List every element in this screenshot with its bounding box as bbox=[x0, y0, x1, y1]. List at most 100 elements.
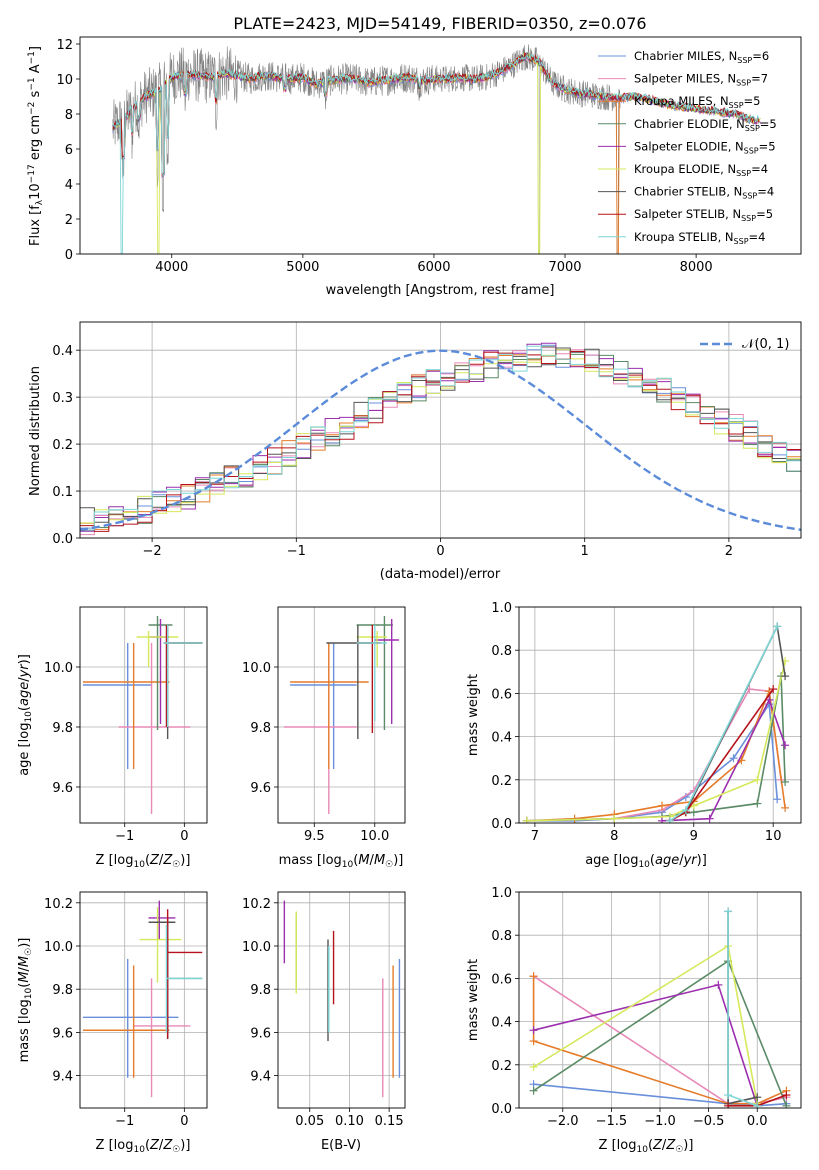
axes-frame bbox=[277, 891, 406, 1109]
y-tick-label: 10.0 bbox=[44, 940, 73, 955]
plot-contents bbox=[522, 622, 790, 823]
mass-vs-metallicity-xlabel: Z [log10(Z/Z☉)] bbox=[96, 1138, 191, 1155]
residual-ylabel: Normed distribution bbox=[28, 366, 43, 496]
axes-frame bbox=[277, 606, 406, 824]
spectrum-axes: 4000 5000 6000 7000 8000 0 2 4 6 8 10 12 bbox=[56, 36, 802, 275]
plot-contents bbox=[82, 900, 203, 1098]
weight-vs-metallicity-axes: −2.0 −1.5 −1.0 −0.5 0.0 0.0 0.2 0.4 0.6 0.8 1.0 bbox=[491, 886, 802, 1129]
age-vs-metallicity-axes: −1 0 9.6 9.8 10.0 bbox=[44, 606, 208, 844]
legend-label: Chabrier MILES, NSSP=6 bbox=[634, 49, 769, 65]
weight-line bbox=[526, 660, 786, 822]
y-tick-label: 0.2 bbox=[491, 774, 512, 789]
y-tick-label: 0.8 bbox=[491, 929, 512, 944]
y-tick-label: 10.0 bbox=[242, 661, 271, 676]
x-tick-label: 0.05 bbox=[295, 1114, 324, 1129]
axes-frame bbox=[518, 606, 802, 824]
y-tick-label: 0.1 bbox=[52, 485, 73, 500]
y-tick-label: 0.2 bbox=[52, 438, 73, 453]
x-tick-label: −2 bbox=[143, 544, 162, 559]
y-tick-label: 10.0 bbox=[44, 661, 73, 676]
y-tick-label: 1.0 bbox=[491, 886, 512, 901]
legend-label: Salpeter STELIB, NSSP=5 bbox=[634, 207, 773, 223]
x-tick-label: 0.15 bbox=[375, 1114, 404, 1129]
y-tick-label: 9.6 bbox=[250, 1026, 271, 1041]
x-tick-label: −2.0 bbox=[547, 1114, 579, 1129]
residual-histogram bbox=[80, 345, 801, 531]
plot-area bbox=[278, 892, 405, 1108]
legend-label: Kroupa ELODIE, NSSP=4 bbox=[634, 162, 768, 178]
x-tick-label: 7 bbox=[531, 829, 539, 844]
axes-frame bbox=[79, 36, 802, 255]
x-tick-label: 5000 bbox=[286, 260, 319, 275]
x-tick-label: 10 bbox=[765, 829, 782, 844]
y-tick-label: 0.0 bbox=[491, 817, 512, 832]
residual-axes: −2 −1 0 1 2 0.0 0.1 0.2 0.3 0.4 𝒩(0, 1) bbox=[52, 321, 802, 559]
age-vs-mass-axes: 9.5 10.0 9.6 9.8 10.0 bbox=[242, 606, 406, 844]
mass-vs-ebv-xlabel: E(B-V) bbox=[321, 1138, 361, 1153]
y-tick-label: 0.0 bbox=[491, 1102, 512, 1117]
legend-label: 𝒩(0, 1) bbox=[742, 337, 789, 352]
plot-area bbox=[519, 607, 801, 823]
spectrum-ylabel: Flux [fλ10−17 erg cm−2 s−1 A−1] bbox=[27, 46, 45, 246]
plot-contents bbox=[82, 616, 203, 814]
legend-label: Chabrier STELIB, NSSP=4 bbox=[634, 185, 774, 201]
axes-frame bbox=[79, 321, 802, 539]
spectrum-xlabel: wavelength [Angstrom, rest frame] bbox=[326, 283, 555, 298]
x-tick-label: 8000 bbox=[680, 260, 713, 275]
axes-frame bbox=[79, 891, 208, 1109]
x-tick-label: 0 bbox=[180, 829, 188, 844]
weight-vs-age-xlabel: age [log10(age/yr)] bbox=[585, 853, 707, 870]
x-tick-label: −0.5 bbox=[693, 1114, 725, 1129]
plot-area bbox=[80, 607, 207, 823]
mass-vs-metallicity-ylabel: mass [log10(M/M☉)] bbox=[17, 938, 34, 1063]
y-tick-label: 0.6 bbox=[491, 687, 512, 702]
y-tick-label: 0.3 bbox=[52, 391, 73, 406]
weight-vs-metallicity-ylabel: mass weight bbox=[466, 959, 481, 1041]
y-tick-label: 9.6 bbox=[250, 781, 271, 796]
axes-frame bbox=[79, 606, 208, 824]
x-tick-label: −1 bbox=[287, 544, 306, 559]
y-tick-label: 0.4 bbox=[491, 731, 512, 746]
y-tick-label: 0.6 bbox=[491, 972, 512, 987]
age-vs-mass-xlabel: mass [log10(M/M☉)] bbox=[279, 853, 404, 870]
y-tick-label: 9.6 bbox=[52, 781, 73, 796]
legend-label: Salpeter MILES, NSSP=7 bbox=[634, 72, 768, 88]
x-tick-label: 0 bbox=[180, 1114, 188, 1129]
y-tick-label: 0 bbox=[65, 248, 73, 263]
x-tick-label: −1 bbox=[115, 829, 134, 844]
y-tick-label: 10.0 bbox=[242, 940, 271, 955]
x-tick-label: 9 bbox=[690, 829, 698, 844]
normal-distribution-curve bbox=[80, 349, 801, 531]
x-tick-label: −1.5 bbox=[596, 1114, 628, 1129]
y-tick-label: 4 bbox=[65, 178, 73, 193]
mass-vs-metallicity-axes: −1 0 9.4 9.6 9.8 10.0 10.2 bbox=[44, 891, 208, 1129]
y-tick-label: 2 bbox=[65, 213, 73, 228]
x-tick-label: 7000 bbox=[548, 260, 581, 275]
x-tick-label: 0 bbox=[436, 544, 444, 559]
y-tick-label: 9.8 bbox=[250, 721, 271, 736]
x-tick-label: 8 bbox=[610, 829, 618, 844]
y-tick-label: 10.2 bbox=[242, 897, 271, 912]
plot-area bbox=[80, 892, 207, 1108]
y-tick-label: 0.2 bbox=[491, 1059, 512, 1074]
x-tick-label: 4000 bbox=[155, 260, 188, 275]
y-tick-label: 9.8 bbox=[52, 983, 73, 998]
y-tick-label: 9.8 bbox=[250, 983, 271, 998]
legend-label: Salpeter ELODIE, NSSP=5 bbox=[634, 139, 776, 155]
y-tick-label: 0.8 bbox=[491, 644, 512, 659]
x-tick-label: 2 bbox=[725, 544, 733, 559]
y-tick-label: 10 bbox=[56, 73, 73, 88]
axes-frame bbox=[518, 891, 802, 1109]
plot-contents bbox=[529, 907, 791, 1108]
y-tick-label: 6 bbox=[65, 143, 73, 158]
age-vs-metallicity-xlabel: Z [log10(Z/Z☉)] bbox=[96, 853, 191, 870]
weight-vs-metallicity-xlabel: Z [log10(Z/Z☉)] bbox=[599, 1138, 694, 1155]
y-tick-label: 10.2 bbox=[44, 897, 73, 912]
x-tick-label: 6000 bbox=[417, 260, 450, 275]
x-tick-label: −1 bbox=[115, 1114, 134, 1129]
plot-contents bbox=[80, 342, 801, 536]
plot-contents bbox=[283, 900, 401, 1098]
x-tick-label: 0.10 bbox=[335, 1114, 364, 1129]
weight-line bbox=[661, 697, 786, 822]
x-tick-label: 1 bbox=[581, 544, 589, 559]
